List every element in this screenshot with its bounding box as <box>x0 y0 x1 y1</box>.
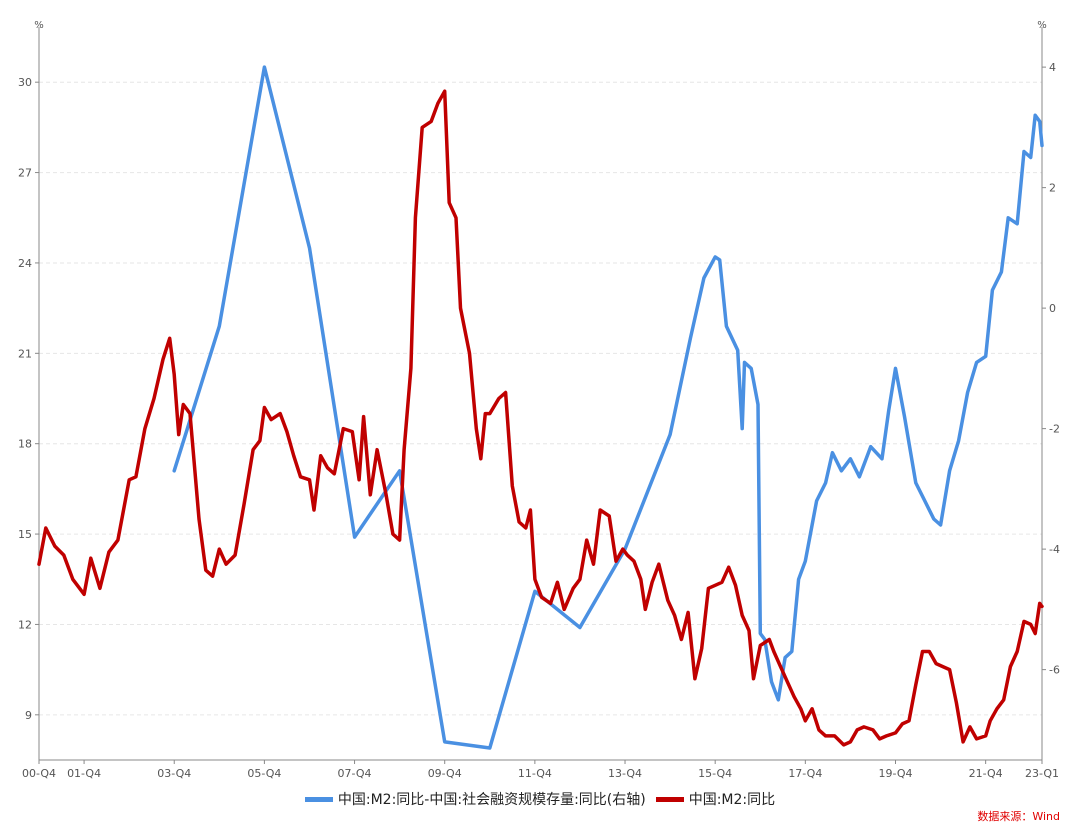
y-left-tick-label: 15 <box>18 528 32 541</box>
x-tick-label: 00-Q4 <box>22 767 56 780</box>
series-line-spread <box>172 65 1044 750</box>
legend-item-spread: 中国:M2:同比-中国:社会融资规模存量:同比(右轴) <box>304 789 646 809</box>
x-tick-label: 05-Q4 <box>247 767 281 780</box>
y-left-tick-label: 30 <box>18 76 32 89</box>
legend-swatch-blue <box>304 796 333 802</box>
x-tick-label: 09-Q4 <box>428 767 462 780</box>
x-tick-label: 07-Q4 <box>338 767 372 780</box>
x-tick-label: 21-Q4 <box>969 767 1003 780</box>
y-left-tick-label: 9 <box>25 709 32 722</box>
y-right-tick-label: 2 <box>1049 182 1056 195</box>
x-tick-label: 19-Q4 <box>878 767 912 780</box>
y-left-tick-label: 27 <box>18 167 32 180</box>
data-source-note: 数据来源：Wind <box>977 810 1060 823</box>
y-left-tick-label: 12 <box>18 618 32 631</box>
x-tick-label: 23-Q1 <box>1025 767 1059 780</box>
y-right-tick-label: -6 <box>1049 664 1060 677</box>
legend: 中国:M2:同比-中国:社会融资规模存量:同比(右轴) 中国:M2:同比 <box>0 788 1080 810</box>
x-tick-label: 17-Q4 <box>788 767 822 780</box>
legend-swatch-red <box>655 796 684 802</box>
legend-label-m2: 中国:M2:同比 <box>688 792 776 808</box>
x-tick-label: 01-Q4 <box>67 767 101 780</box>
y-left-tick-label: 21 <box>18 347 32 360</box>
x-tick-label: 13-Q4 <box>608 767 642 780</box>
y-right-tick-label: -2 <box>1049 423 1060 436</box>
y-right-tick-label: 0 <box>1049 302 1056 315</box>
y-right-tick-label: 4 <box>1049 61 1056 74</box>
y-axis-right-unit: % <box>1037 20 1047 31</box>
x-tick-label: 03-Q4 <box>157 767 191 780</box>
y-right-tick-label: -4 <box>1049 543 1060 556</box>
y-left-tick-label: 24 <box>18 257 32 270</box>
y-left-tick-label: 18 <box>18 438 32 451</box>
x-tick-label: 11-Q4 <box>518 767 552 780</box>
legend-label-spread: 中国:M2:同比-中国:社会融资规模存量:同比(右轴) <box>337 792 646 808</box>
legend-item-m2: 中国:M2:同比 <box>655 789 776 809</box>
x-tick-label: 15-Q4 <box>698 767 732 780</box>
series-line-m2 <box>37 89 1044 747</box>
y-axis-left-unit: % <box>34 20 44 31</box>
